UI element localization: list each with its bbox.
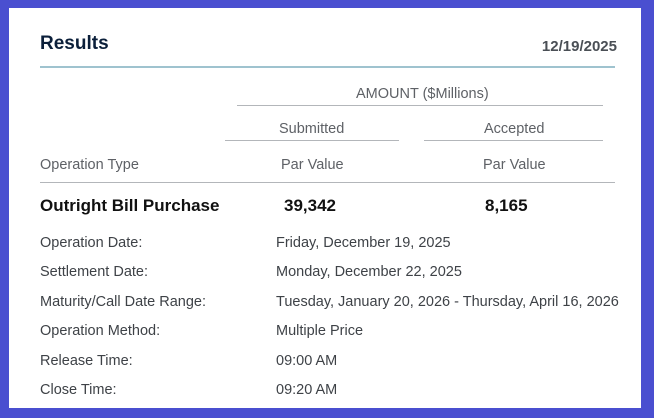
accepted-value: 8,165 — [485, 196, 528, 215]
close-time-value: 09:20 AM — [276, 382, 338, 398]
results-card: Results 12/19/2025 AMOUNT ($Millions) Su… — [9, 8, 641, 408]
maturity-date-range-label: Maturity/Call Date Range: — [40, 294, 207, 310]
settlement-date-label: Settlement Date: — [40, 264, 148, 280]
page-title: Results — [40, 33, 109, 54]
close-time-label: Close Time: — [40, 382, 117, 398]
results-date: 12/19/2025 — [541, 38, 617, 55]
title-divider — [40, 66, 615, 68]
submitted-heading: Submitted — [279, 121, 345, 137]
settlement-date-value: Monday, December 22, 2025 — [276, 264, 462, 280]
header-divider — [40, 182, 615, 183]
operation-method-value: Multiple Price — [276, 323, 364, 339]
amount-heading: AMOUNT ($Millions) — [356, 86, 489, 102]
submitted-value: 39,342 — [284, 196, 336, 215]
amount-underline — [237, 105, 603, 106]
operation-method-label: Operation Method: — [40, 323, 161, 339]
maturity-date-range-value: Tuesday, January 20, 2026 - Thursday, Ap… — [276, 294, 619, 310]
accepted-underline — [424, 140, 603, 141]
operation-type-label: Operation Type — [40, 157, 139, 173]
operation-date-label: Operation Date: — [40, 235, 143, 251]
release-time-value: 09:00 AM — [276, 353, 338, 369]
operation-date-value: Friday, December 19, 2025 — [276, 235, 451, 251]
accepted-heading: Accepted — [484, 121, 545, 137]
operation-name: Outright Bill Purchase — [40, 196, 220, 215]
accepted-par-value-label: Par Value — [483, 157, 546, 173]
submitted-underline — [225, 140, 399, 141]
submitted-par-value-label: Par Value — [281, 157, 344, 173]
release-time-label: Release Time: — [40, 353, 133, 369]
